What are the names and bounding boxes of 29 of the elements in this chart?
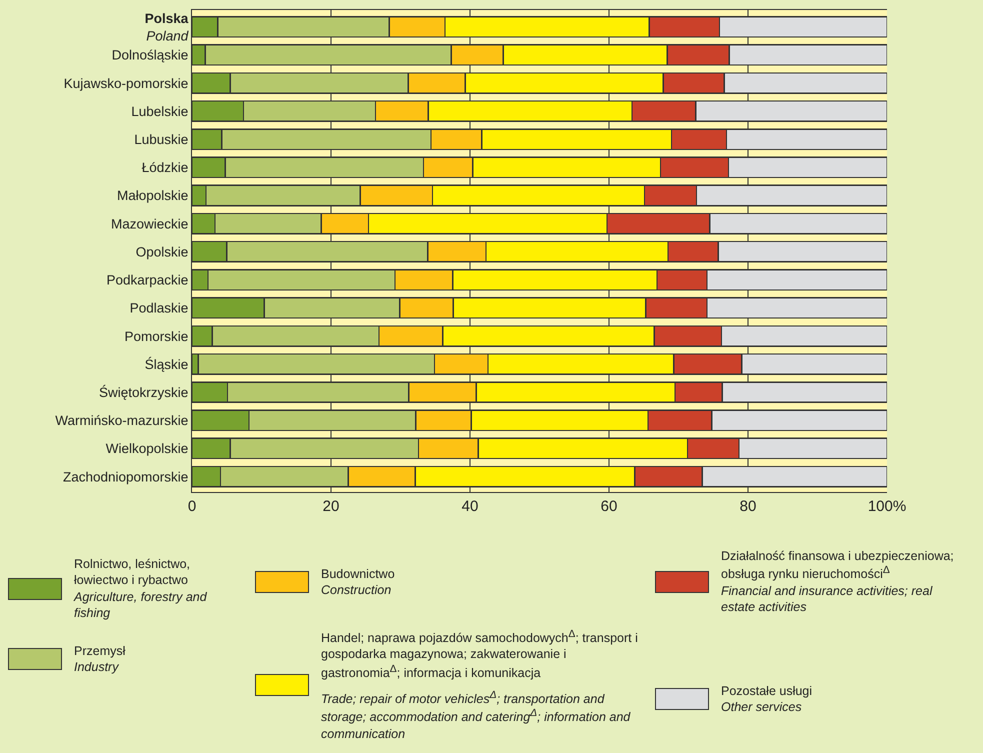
x-tick-label: 20 [322,498,340,515]
y-tick-label: Opolskie [136,244,188,260]
y-tick-label: Łódzkie [142,160,188,176]
legend-label: Pozostałe usługi Other services [721,683,814,716]
y-tick-label: Podlaskie [130,300,188,316]
y-tick-label: Kujawsko-pomorskie [64,76,188,91]
legend-label: Rolnictwo, leśnictwo, łowiectwo i rybactwo Agriculture, forestry and fishing [74,556,208,621]
y-tick-label: Polska Poland [144,10,189,44]
x-tick-label: 100% [868,498,906,515]
y-tick-label: Śląskie [144,356,188,372]
y-tick-label: Świętokrzyskie [99,384,188,400]
legend-label: Przemysł Industry [74,643,126,676]
y-tick-label: Lubelskie [131,104,188,119]
y-tick-label: Małopolskie [117,188,188,204]
legend-label: Budownictwo Construction [321,566,396,598]
y-tick-label: Wielkopolskie [106,441,188,456]
x-tick-label: 0 [188,498,196,515]
y-tick-label: Lubuskie [134,132,188,148]
text: Handel; naprawa pojazdów samochodowych$^{Δ}$; transport i gospodarka magazynowa; zakwaterowanie i gastronomia$^{Δ}$; informacja i komunikacja Trade; repair of motor vehicles$^{Δ}$; transportation and storage; accommodation and catering$^{Δ}$; information and communication [321,629,638,741]
x-tick-label: 40 [462,498,478,515]
legend-label: Działalność finansowa i ubezpieczeniowa; obsługa rynku nieruchomości$^{Δ}$ Financial and insurance activities; real estate activities [721,548,955,616]
y-tick-label: Podkarpackie [106,272,188,288]
y-tick-label: Warmińsko-mazurskie [55,413,188,428]
x-tick-label: 60 [600,498,618,515]
y-tick-label: Dolnośląskie [112,48,188,63]
y-tick-label: Zachodniopomorskie [62,469,188,484]
y-tick-label: Pomorskie [124,328,188,344]
x-tick-label: 80 [740,498,756,515]
y-tick-label: Mazowieckie [111,216,188,232]
